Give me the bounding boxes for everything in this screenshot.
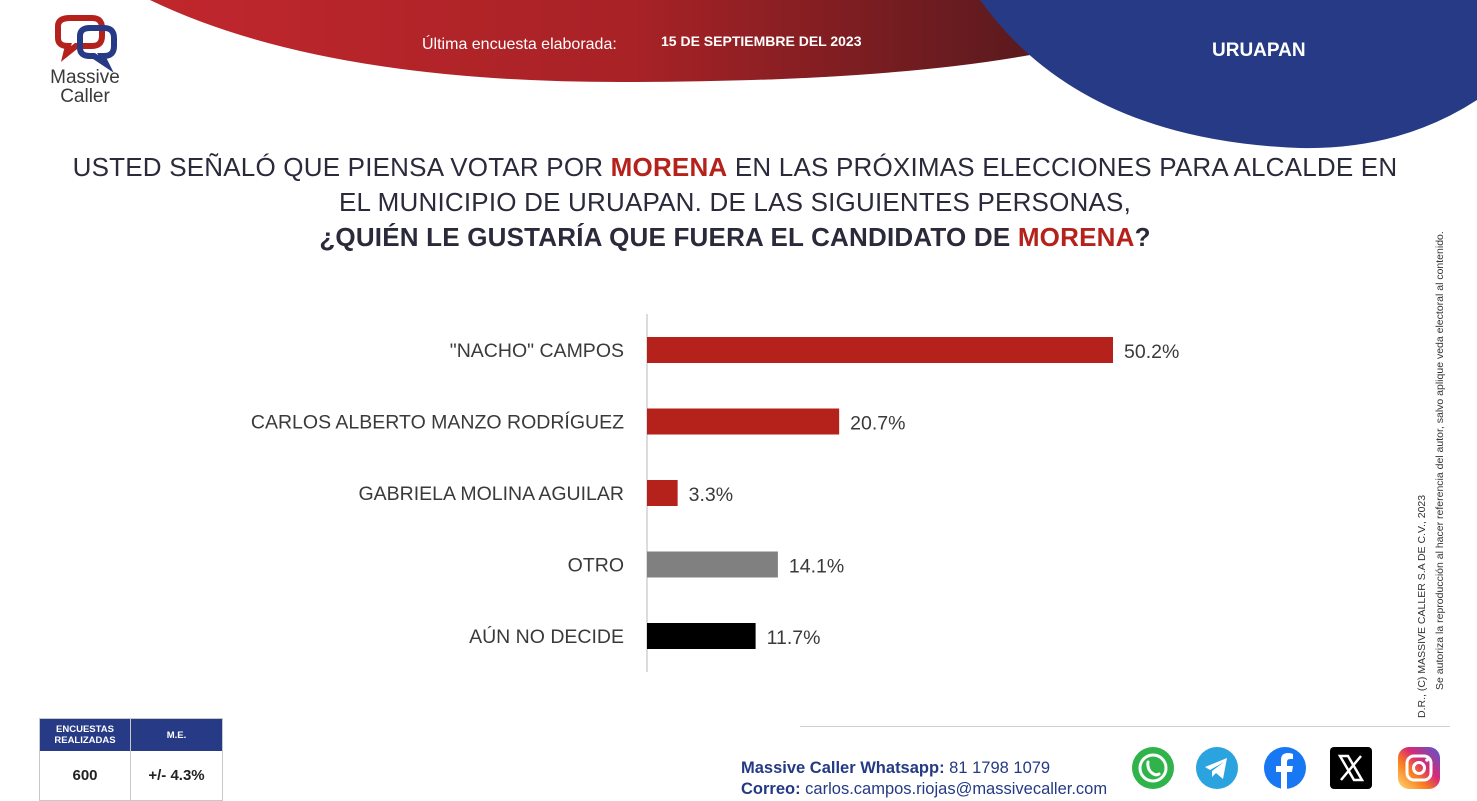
logo-text-massive: Massive bbox=[50, 67, 120, 88]
stats-table: ENCUESTAS REALIZADAS M.E. 600 +/- 4.3% bbox=[39, 718, 223, 801]
survey-date-label: Última encuesta elaborada: bbox=[422, 36, 617, 53]
category-label: "NACHO" CAMPOS bbox=[450, 340, 624, 362]
whatsapp-number: 81 1798 1079 bbox=[944, 759, 1051, 777]
copyright-notice: D.R., (C) MASSIVE CALLER S.A DE C.V., 20… bbox=[1416, 170, 1446, 718]
survey-question: USTED SEÑALÓ QUE PIENSA VOTAR POR MORENA… bbox=[60, 150, 1410, 255]
table-header-margin: M.E. bbox=[131, 719, 222, 751]
telegram-icon[interactable] bbox=[1194, 745, 1240, 791]
question-line-2: EL MUNICIPIO DE URUAPAN. DE LAS SIGUIENT… bbox=[338, 187, 1131, 217]
category-label: AÚN NO DECIDE bbox=[469, 625, 624, 648]
category-label: CARLOS ALBERTO MANZO RODRÍGUEZ bbox=[251, 411, 624, 434]
bar bbox=[647, 408, 840, 435]
email-address: carlos.campos.riojas@massivecaller.com bbox=[800, 780, 1108, 798]
bar bbox=[647, 623, 756, 649]
bar bbox=[647, 337, 1113, 363]
instagram-icon[interactable] bbox=[1396, 745, 1442, 791]
value-label: 11.7% bbox=[767, 627, 821, 649]
whatsapp-icon[interactable] bbox=[1130, 745, 1176, 791]
table-header-surveys: ENCUESTAS REALIZADAS bbox=[40, 719, 130, 751]
copyright-line-1: D.R., (C) MASSIVE CALLER S.A DE C.V., 20… bbox=[1416, 494, 1428, 718]
contact-email: Correo: carlos.campos.riojas@massivecall… bbox=[741, 780, 1108, 798]
header-background bbox=[150, 0, 1477, 149]
city-name: URUAPAN bbox=[1212, 40, 1306, 61]
header-navy-shape bbox=[980, 0, 1477, 149]
party-highlight: MORENA bbox=[610, 152, 728, 182]
x-icon[interactable] bbox=[1328, 745, 1374, 791]
massive-caller-logo bbox=[36, 14, 130, 118]
table-value-surveys: 600 bbox=[72, 767, 98, 784]
contact-whatsapp: Massive Caller Whatsapp: 81 1798 1079 bbox=[741, 759, 1051, 777]
value-label: 50.2% bbox=[1124, 341, 1179, 363]
party-highlight: MORENA bbox=[1017, 222, 1135, 252]
value-label: 14.1% bbox=[789, 556, 844, 578]
facebook-icon[interactable] bbox=[1262, 745, 1308, 791]
copyright-line-2: Se autoriza la reproducción al hacer ref… bbox=[1434, 231, 1446, 690]
header-red-shape bbox=[150, 0, 1030, 82]
table-value-margin: +/- 4.3% bbox=[148, 767, 205, 784]
bar bbox=[647, 551, 778, 578]
footer-divider bbox=[800, 726, 1450, 727]
question-line-3: ¿QUIÉN LE GUSTARÍA QUE FUERA EL CANDIDAT… bbox=[319, 222, 1151, 252]
survey-date: 15 DE SEPTIEMBRE DEL 2023 bbox=[661, 33, 862, 49]
logo-text-caller: Caller bbox=[60, 86, 110, 107]
category-label: OTRO bbox=[568, 555, 624, 577]
category-label: GABRIELA MOLINA AGUILAR bbox=[358, 483, 624, 505]
question-line-1: USTED SEÑALÓ QUE PIENSA VOTAR POR MORENA… bbox=[72, 152, 1398, 182]
value-label: 3.3% bbox=[689, 484, 733, 506]
bar bbox=[647, 480, 678, 506]
value-label: 20.7% bbox=[850, 413, 905, 435]
